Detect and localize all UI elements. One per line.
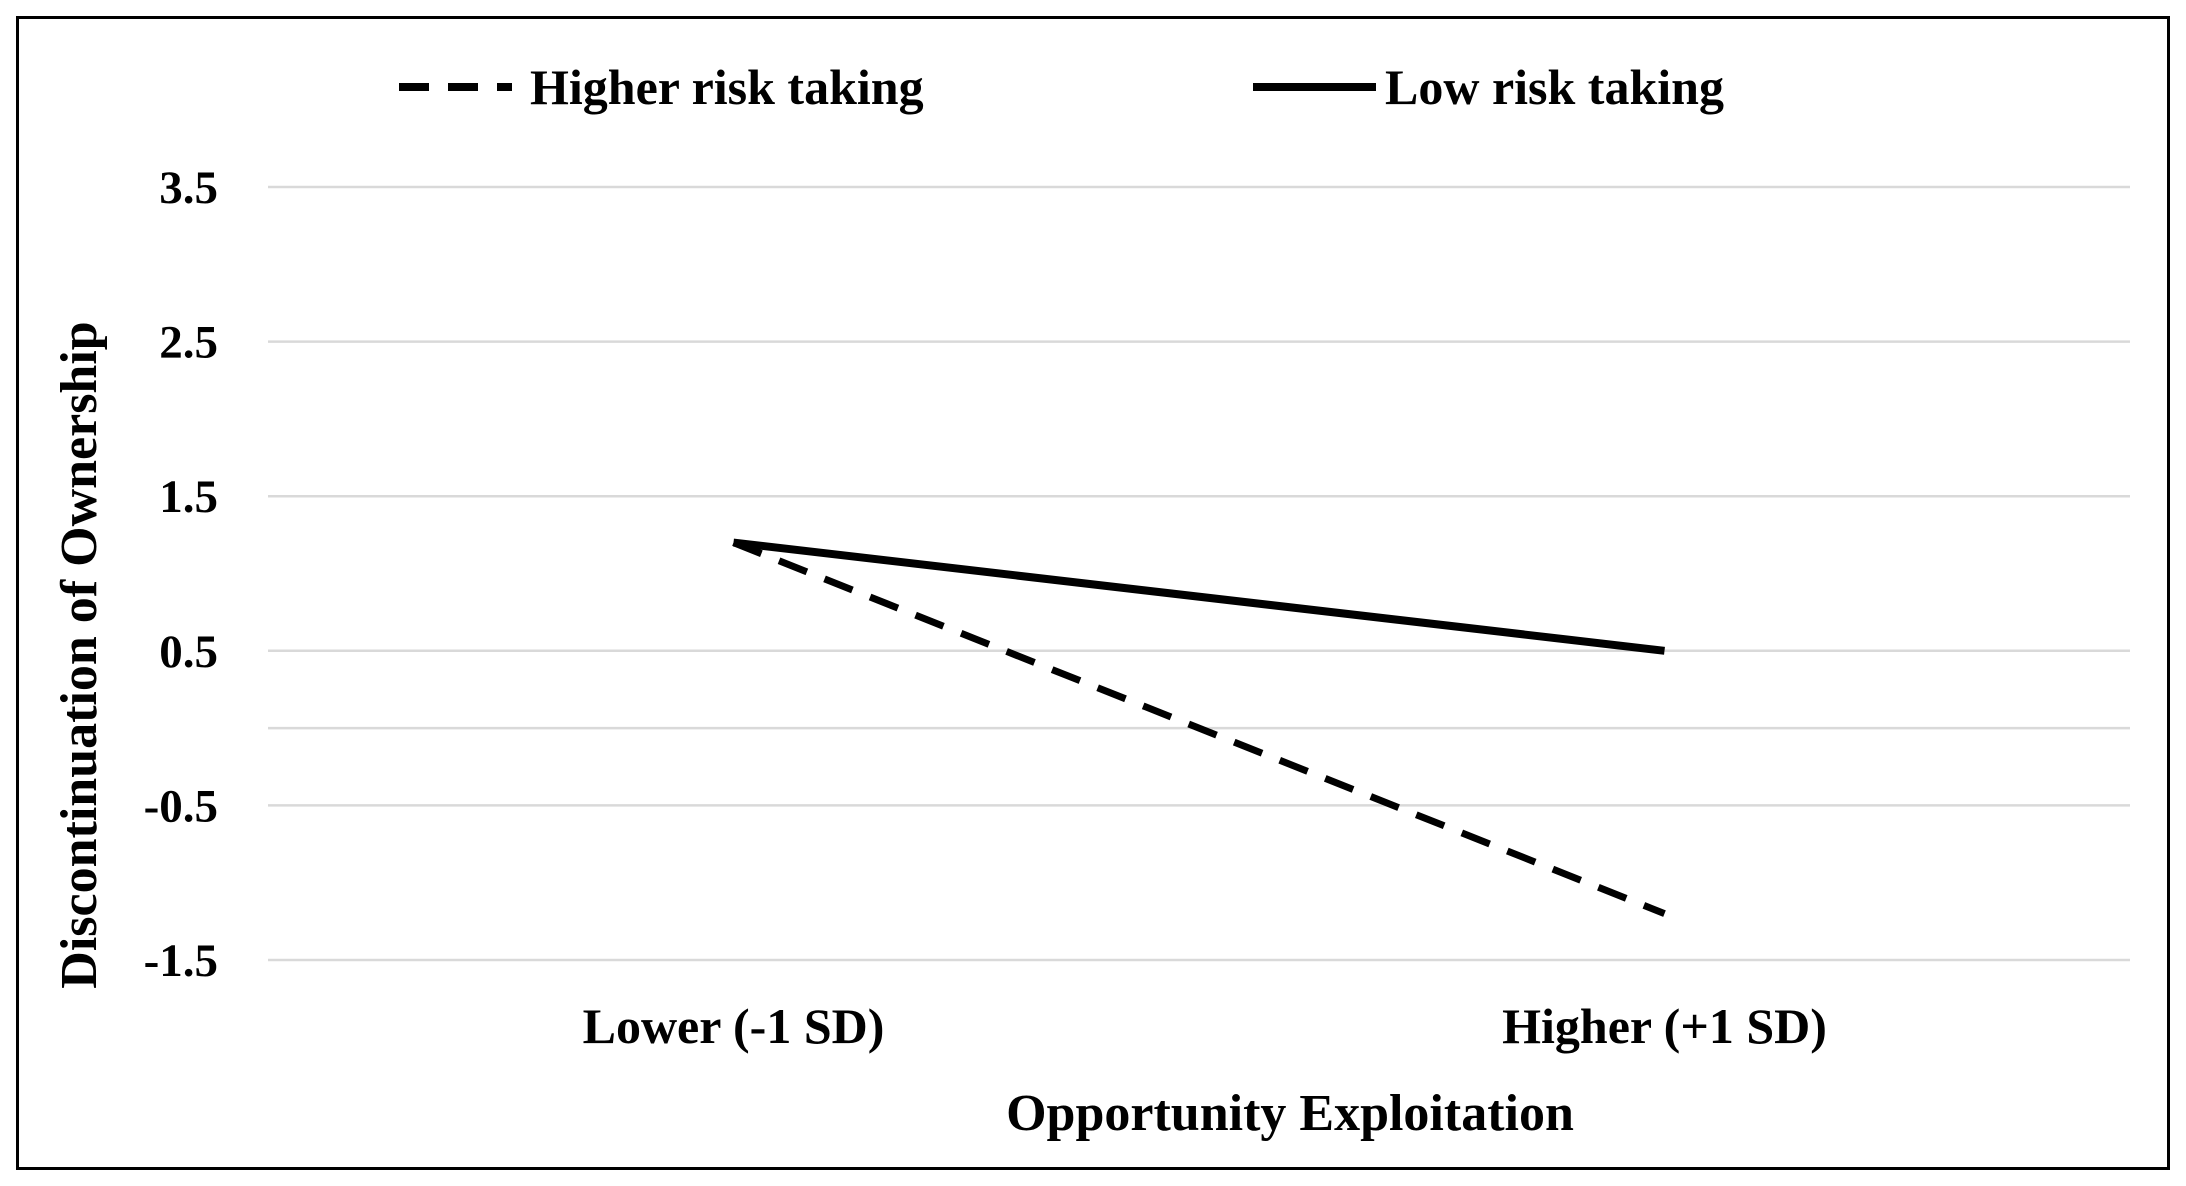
- y-axis-title: Discontinuation of Ownership: [51, 321, 108, 988]
- chart-frame: [16, 16, 2170, 1170]
- y-tick-label: -0.5: [144, 780, 218, 832]
- y-tick-label: 1.5: [159, 471, 218, 523]
- series-lines: [732, 538, 1666, 917]
- x-category-label: Higher (+1 SD): [1502, 998, 1827, 1054]
- y-tick-label: -1.5: [144, 935, 218, 987]
- y-tick-label: 2.5: [159, 317, 218, 369]
- y-tick-label: 3.5: [159, 162, 218, 214]
- series-line-low-risk: [733, 538, 1665, 655]
- y-tick-labels: 3.5 2.5 1.5 0.5 -0.5 -1.5: [144, 162, 218, 987]
- legend-label: Low risk taking: [1385, 59, 1724, 115]
- series-line-higher-risk: [732, 539, 1666, 917]
- y-tick-label: 0.5: [159, 626, 218, 678]
- x-category-labels: Lower (-1 SD) Higher (+1 SD): [583, 998, 1827, 1054]
- legend: Higher risk taking Low risk taking: [399, 59, 1724, 115]
- legend-label: Higher risk taking: [530, 59, 924, 115]
- x-category-label: Lower (-1 SD): [583, 998, 885, 1054]
- x-axis-title: Opportunity Exploitation: [1006, 1085, 1574, 1142]
- gridlines: [268, 185, 2130, 962]
